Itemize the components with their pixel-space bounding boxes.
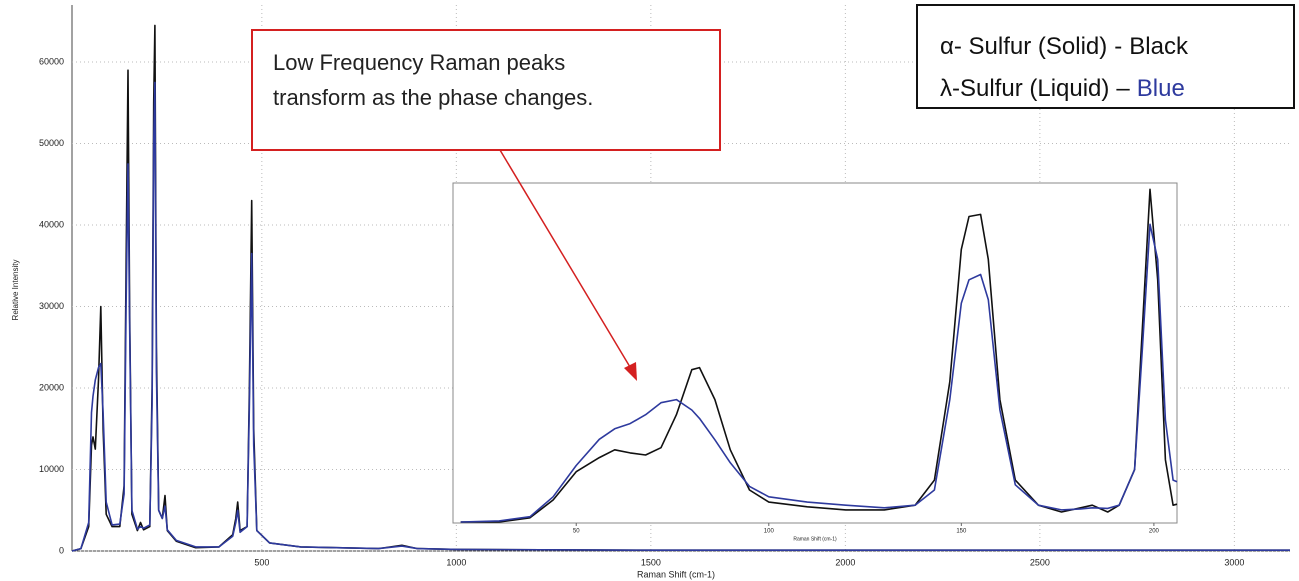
- y-tick-label: 40000: [39, 219, 64, 229]
- legend-color: Blue: [1137, 75, 1185, 102]
- y-tick-label: 30000: [39, 301, 64, 311]
- legend-sep: –: [1116, 75, 1130, 102]
- annotation-text: transform as the phase changes.: [273, 85, 593, 110]
- legend-sep: -: [1114, 33, 1122, 60]
- x-tick-label: 500: [254, 557, 269, 567]
- y-tick-label: 60000: [39, 56, 64, 66]
- y-axis-label: Relative Intensity: [11, 260, 20, 321]
- x-tick-label: 1000: [446, 557, 466, 567]
- y-tick-label: 10000: [39, 464, 64, 474]
- x-tick-label: 2000: [835, 557, 855, 567]
- x-tick-label: 2500: [1030, 557, 1050, 567]
- legend-entry: λ-Sulfur (Liquid) – Blue: [940, 75, 1185, 102]
- legend-name: λ-Sulfur (Liquid): [940, 75, 1109, 102]
- y-tick-label: 20000: [39, 382, 64, 392]
- annotation-arrow: [499, 149, 634, 373]
- inset-x-tick-label: 200: [1149, 529, 1160, 535]
- legend-name: α- Sulfur (Solid): [940, 33, 1107, 60]
- inset-x-tick-label: 150: [956, 529, 967, 535]
- x-tick-label: 3000: [1224, 557, 1244, 567]
- legend-entry: α- Sulfur (Solid) - Black: [940, 33, 1189, 60]
- x-tick-label: 1500: [641, 557, 661, 567]
- arrow-head: [624, 362, 637, 381]
- legend-box: [916, 4, 1295, 109]
- legend-color: Black: [1129, 33, 1189, 60]
- inset-x-axis-label: Raman Shift (cm-1): [793, 536, 837, 542]
- inset-x-tick-label: 50: [573, 529, 580, 535]
- annotation-text: Low Frequency Raman peaks: [273, 50, 565, 75]
- y-tick-label: 50000: [39, 138, 64, 148]
- spectrum-line: [71, 81, 1290, 552]
- inset-x-tick-label: 100: [764, 529, 775, 535]
- spectrum-line: [460, 223, 1178, 523]
- y-tick-label: 0: [59, 545, 64, 555]
- x-axis-label: Raman Shift (cm-1): [637, 569, 715, 579]
- inset-frame: [452, 182, 1178, 524]
- annotation-box: [251, 29, 721, 151]
